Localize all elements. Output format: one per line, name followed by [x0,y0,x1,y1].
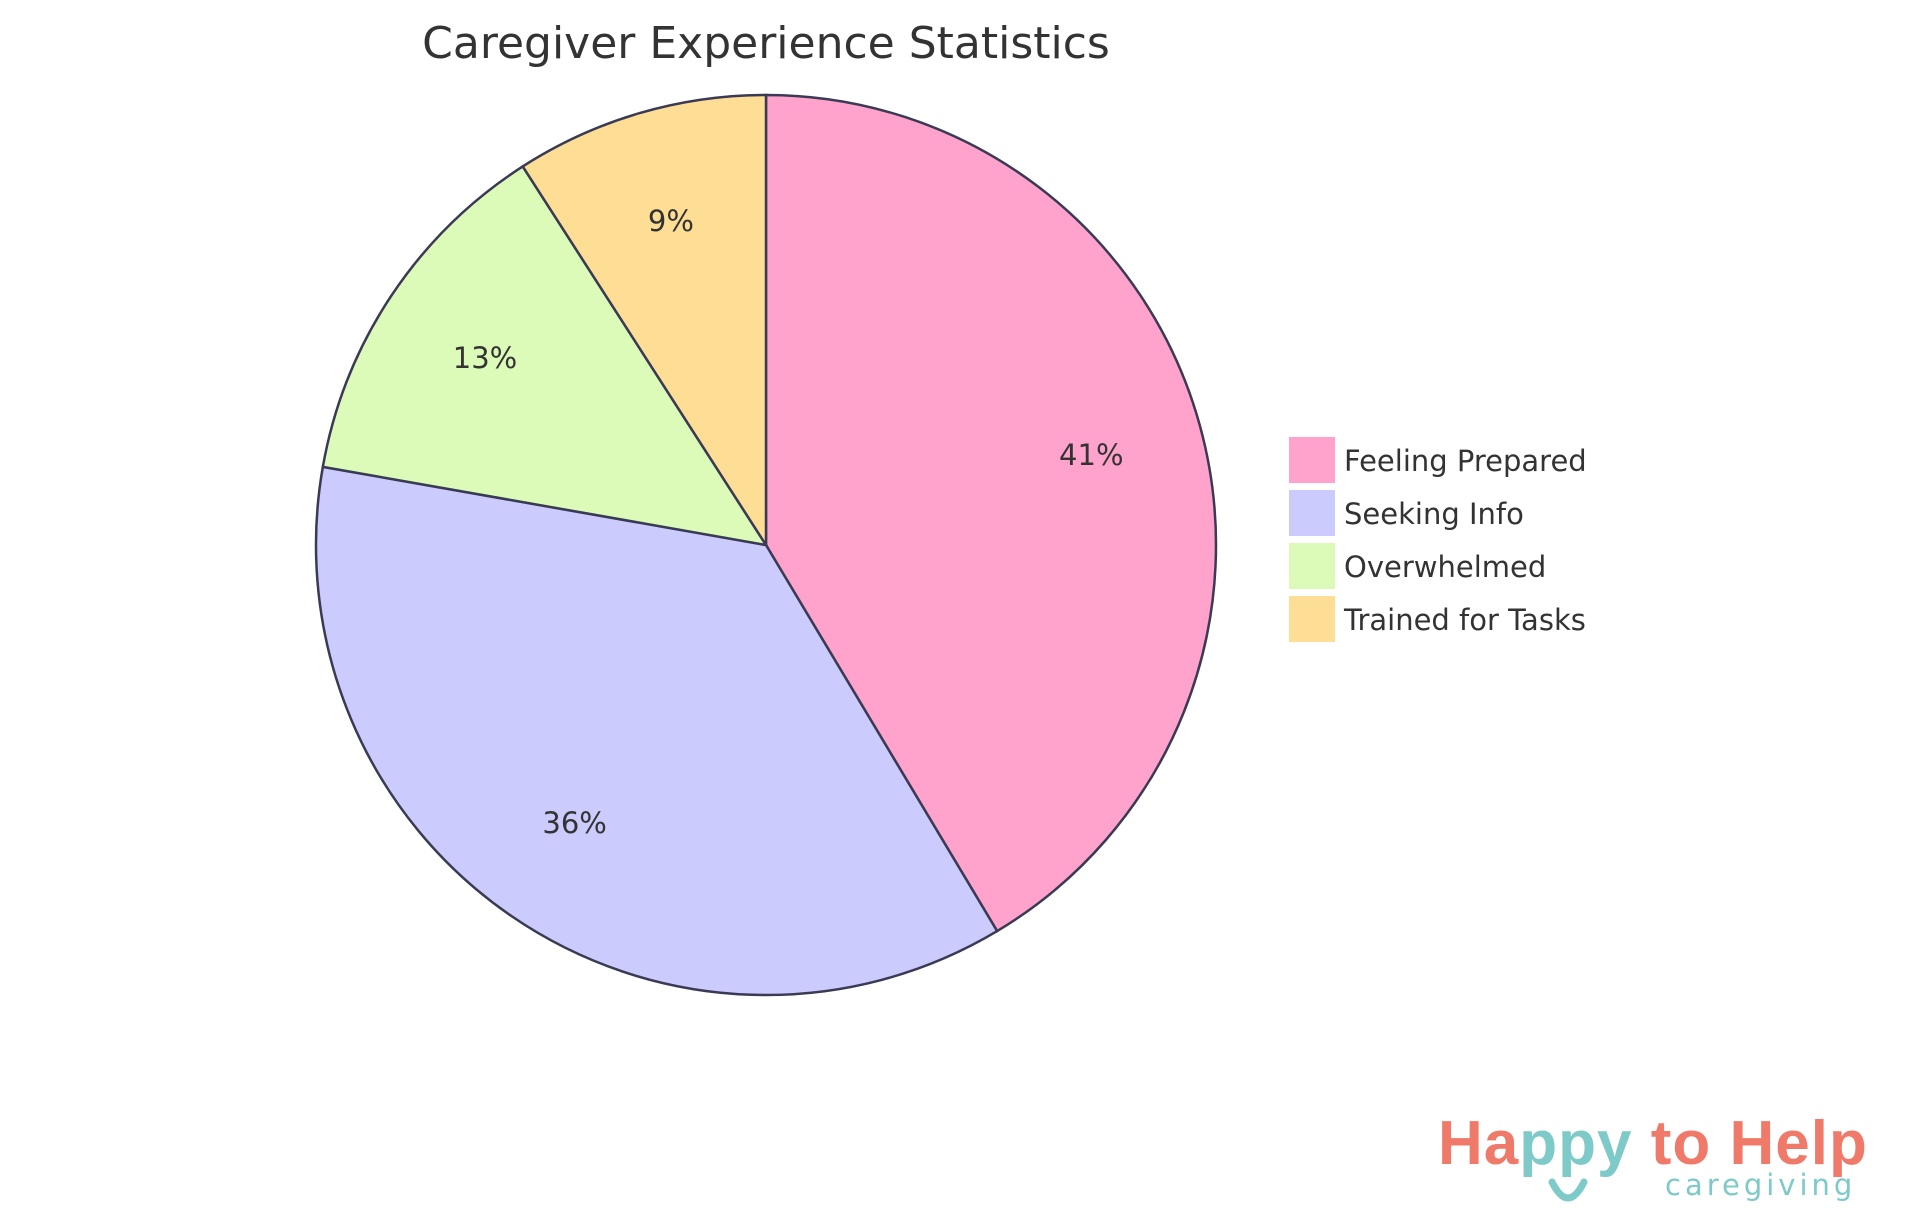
legend-label: Trained for Tasks [1343,603,1586,637]
slice-label: 13% [453,341,517,375]
pie-slice-overwhelmed [321,164,769,547]
pie-slice-seeking-info [314,465,999,997]
legend-swatch [1289,543,1335,589]
legend-swatch [1289,437,1335,483]
logo-text-part: to Help [1632,1109,1868,1178]
pie-slice-feeling-prepared [764,93,1218,933]
chart-title: Caregiver Experience Statistics [422,18,1110,69]
logo-text: Happy to Help [1438,1108,1868,1179]
slice-label: 9% [648,204,694,238]
logo-subtext: caregiving [1665,1168,1857,1202]
logo-text-part: ppy [1519,1109,1633,1178]
legend-label: Feeling Prepared [1344,444,1587,478]
slice-label: 41% [1059,438,1123,472]
smile-icon [1548,1178,1588,1202]
pie-slice-trained-for-tasks [520,93,768,550]
brand-logo: Happy to Help caregiving [1438,1108,1908,1215]
slice-label: 36% [542,806,606,840]
legend-swatch [1289,596,1335,642]
legend-label: Overwhelmed [1344,550,1546,584]
legend-swatch [1289,490,1335,536]
legend-label: Seeking Info [1344,497,1524,531]
logo-text-part: Ha [1438,1109,1520,1178]
